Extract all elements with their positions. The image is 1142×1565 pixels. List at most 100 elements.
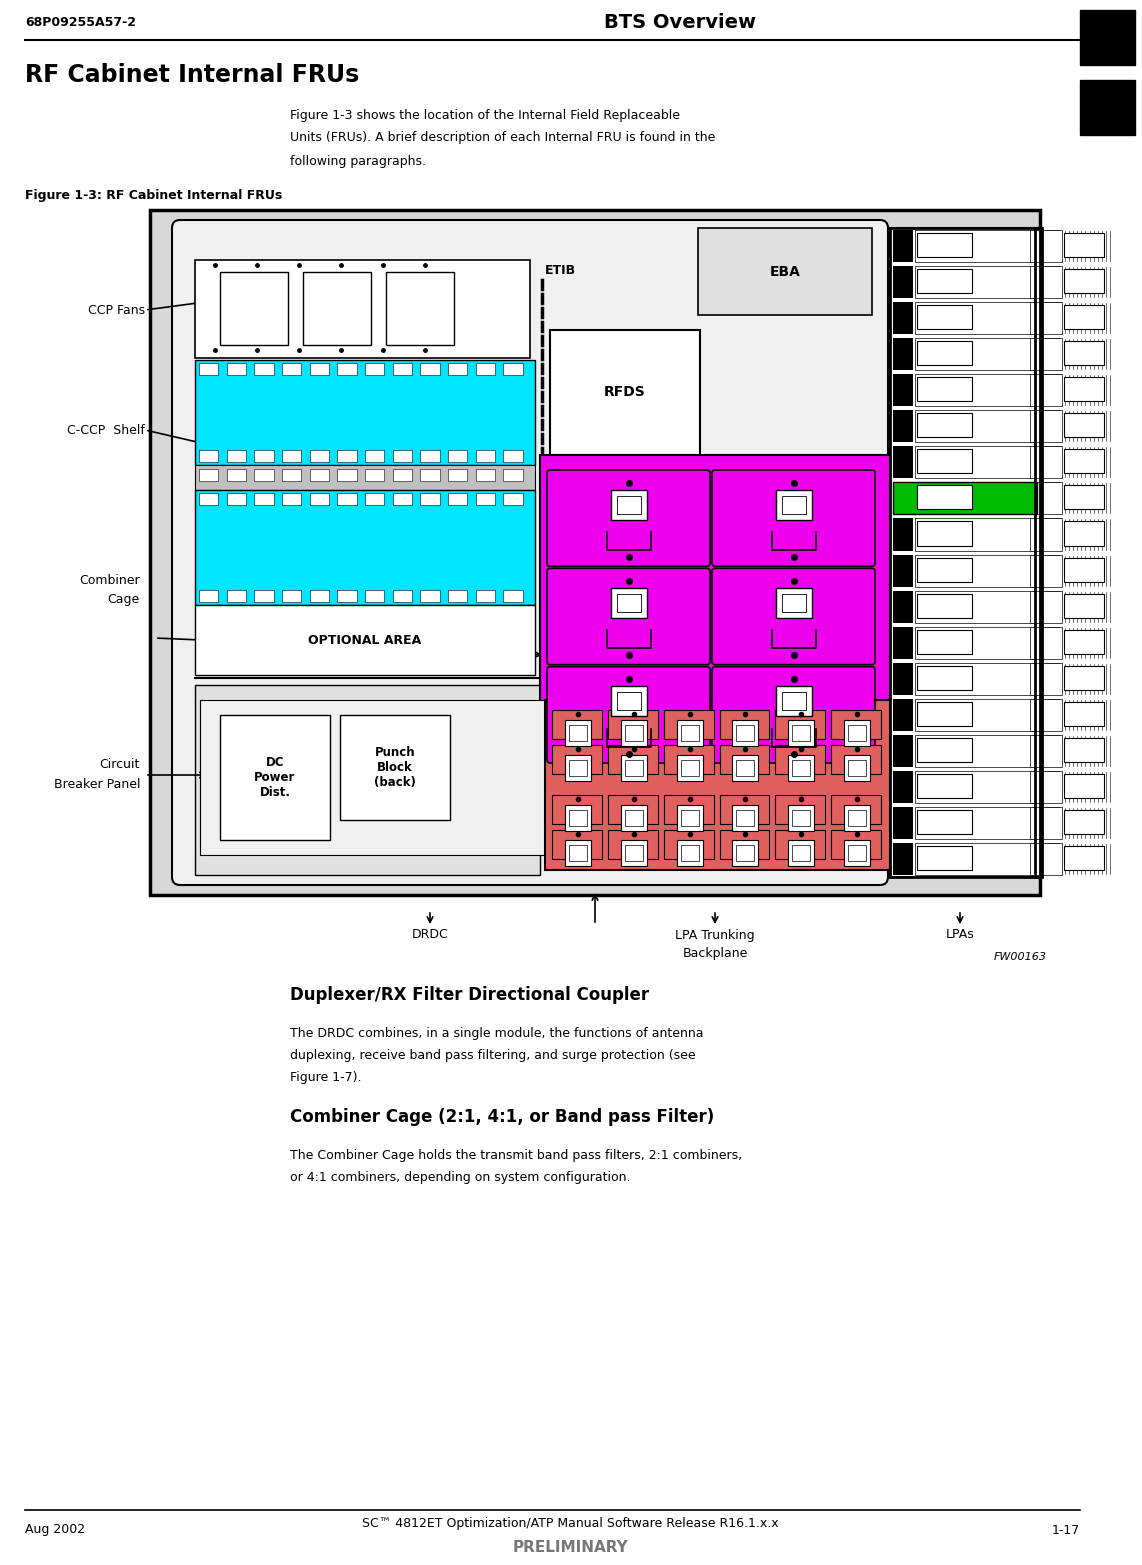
Bar [621,720,646,747]
Bar [282,363,301,376]
Bar [915,554,1035,587]
Bar [719,829,770,859]
Bar [199,493,218,505]
Bar [448,590,467,603]
Bar [849,725,866,742]
Bar [1030,844,1062,875]
Text: LPAs: LPAs [946,928,974,942]
Bar [1045,844,1060,875]
Bar [545,700,890,870]
Bar [781,496,805,513]
Bar [775,685,812,717]
Bar [831,745,880,775]
Bar [917,773,972,798]
Bar [917,413,972,437]
Bar [309,363,329,376]
Bar [917,521,972,546]
Bar [282,470,301,480]
Bar [915,772,1035,803]
Bar [917,811,972,834]
Bar [608,829,658,859]
Bar [1045,554,1060,587]
Bar [1064,665,1104,690]
Bar [195,360,534,465]
Bar [917,557,972,582]
Bar [1064,701,1104,726]
Bar [504,470,523,480]
Bar [617,496,641,513]
Bar [1064,593,1104,618]
Bar [1030,518,1062,551]
Bar [775,829,826,859]
Bar [448,493,467,505]
Bar [1030,698,1062,731]
Bar [1035,228,1042,876]
Bar [1045,374,1060,407]
Bar [255,590,274,603]
Bar [1064,811,1104,834]
Bar [788,756,814,781]
Bar [719,795,770,825]
Bar [681,725,699,742]
Text: BTS Overview: BTS Overview [604,13,756,31]
Bar [732,840,758,867]
Bar [893,662,912,695]
Bar [844,840,870,867]
Bar [365,590,385,603]
Bar [565,840,590,867]
Bar [676,756,702,781]
Bar [893,518,912,551]
Bar [915,410,1035,443]
Bar [793,725,811,742]
Text: Figure 1-3: RF Cabinet Internal FRUs: Figure 1-3: RF Cabinet Internal FRUs [25,188,282,202]
Text: RFDS: RFDS [604,385,646,399]
Bar [309,451,329,462]
Bar [1045,518,1060,551]
Text: Figure 1-3 shows the location of the Internal Field Replaceable: Figure 1-3 shows the location of the Int… [290,108,679,122]
Text: The Combiner Cage holds the transmit band pass filters, 2:1 combiners,: The Combiner Cage holds the transmit ban… [290,1149,742,1161]
Text: 1: 1 [1097,41,1117,69]
Bar [195,685,540,875]
Bar [552,745,602,775]
Bar [617,593,641,612]
Bar [788,806,814,831]
Bar [893,554,912,587]
Bar [608,711,658,739]
Bar [915,446,1035,479]
Bar [915,482,1035,515]
Bar [199,470,218,480]
Bar [893,374,912,407]
Bar [365,363,385,376]
Bar [917,233,972,257]
Bar [309,590,329,603]
Bar [775,588,812,618]
Bar [448,470,467,480]
Bar [737,845,755,861]
Bar [915,698,1035,731]
Bar [893,482,912,515]
Bar [150,210,1040,895]
Text: Combiner: Combiner [80,573,140,587]
Bar [504,363,523,376]
Bar [917,701,972,726]
Text: 1-17: 1-17 [1052,1523,1080,1537]
Bar [1064,773,1104,798]
Bar [917,629,972,654]
Bar [1045,410,1060,443]
Bar [775,490,812,520]
Bar [540,455,890,770]
Bar [737,725,755,742]
Bar [893,266,912,297]
Text: duplexing, receive band pass filtering, and surge protection (see: duplexing, receive band pass filtering, … [290,1049,695,1061]
Text: Figure 1-7).: Figure 1-7). [290,1070,362,1083]
Text: or 4:1 combiners, depending on system configuration.: or 4:1 combiners, depending on system co… [290,1171,630,1183]
Bar [737,811,755,826]
Bar [915,626,1035,659]
Bar [1064,413,1104,437]
Bar [676,720,702,747]
Bar [1064,847,1104,870]
Bar [448,363,467,376]
Bar [393,363,412,376]
Bar [608,745,658,775]
Bar [893,410,912,443]
